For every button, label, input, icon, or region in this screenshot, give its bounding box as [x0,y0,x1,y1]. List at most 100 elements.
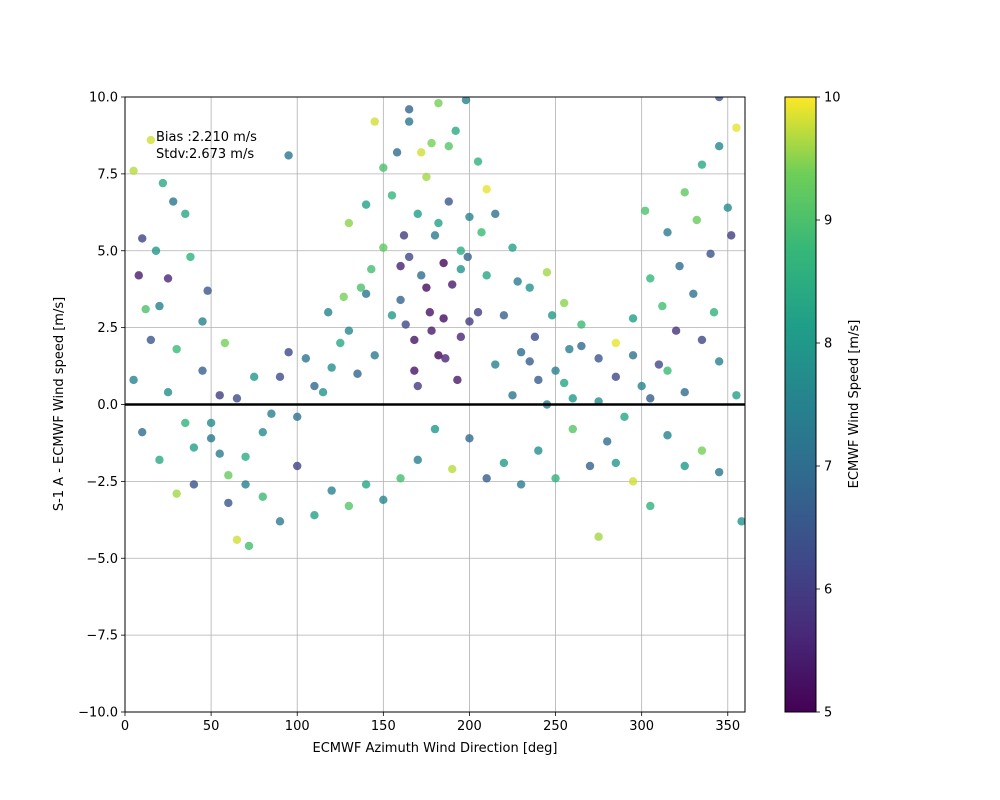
data-point [444,142,453,151]
data-point [542,268,552,277]
data-point [663,228,672,237]
data-point [547,311,557,320]
data-point [680,388,689,397]
data-point [379,243,388,252]
data-point [534,375,543,385]
data-point [232,394,242,403]
data-point [499,311,509,320]
data-point [456,332,466,342]
data-point [646,501,655,511]
data-point [224,471,233,480]
data-point [186,252,195,262]
data-point [206,434,216,443]
data-point [344,326,354,335]
data-point [284,348,293,357]
data-point [727,231,736,240]
data-point [410,366,419,375]
y-tick-label: 5.0 [97,244,118,259]
data-point [361,200,371,209]
data-point [267,409,276,418]
data-point [413,381,422,391]
data-point [434,98,443,108]
data-point [499,458,509,468]
data-point [203,286,212,295]
data-point [551,366,560,375]
data-point [241,480,250,489]
data-point [439,314,448,323]
data-point [155,301,164,311]
data-point [473,157,483,166]
colorbar-tick-label: 5 [824,706,832,721]
data-point [401,320,410,329]
data-point [427,138,436,148]
data-point [220,338,230,348]
data-point [439,258,448,268]
data-point [680,461,689,471]
data-point [453,375,462,385]
data-point [344,501,354,511]
data-point [181,209,190,219]
data-point [640,206,650,215]
data-point [215,391,224,400]
data-point [663,431,672,440]
data-point [473,308,483,317]
y-axis-label: S-1 A - ECMWF Wind speed [m/s] [52,297,67,511]
colorbar-ticks: 5 6 7 8 9 10 [816,91,841,721]
data-point [565,344,574,354]
data-point [404,105,414,114]
data-point [396,261,405,271]
data-point [430,424,440,434]
data-point [594,532,603,541]
data-point [680,188,689,197]
data-point [732,391,741,400]
colorbar-tick-label: 9 [824,214,832,229]
data-point [697,335,707,345]
data-point [318,388,328,397]
data-point [689,289,698,298]
data-point [646,274,655,283]
data-point [258,427,267,437]
data-point [232,535,242,544]
data-point [404,252,414,262]
data-point [477,228,486,237]
data-point [224,498,233,508]
data-point [422,283,431,292]
data-point [134,271,143,280]
data-point [551,474,560,483]
data-point [732,123,741,132]
data-point [244,541,254,551]
data-point [336,338,345,348]
data-point [158,178,168,188]
data-point [585,461,595,471]
data-point [482,271,491,280]
data-point [413,209,422,219]
data-point [361,289,371,298]
data-point [215,449,224,458]
data-point [637,381,646,391]
data-point [189,480,199,489]
data-point [396,474,405,483]
data-point [516,348,526,357]
data-point [628,477,638,486]
data-point [392,148,402,157]
data-point [198,317,207,326]
data-point [516,480,526,489]
data-point [396,295,405,305]
data-point [675,261,684,271]
data-point [163,388,173,397]
y-tick-label: 7.5 [97,167,118,182]
data-point [444,197,453,206]
data-point [422,172,431,182]
data-point [138,234,147,243]
x-tick-label: 200 [457,719,482,734]
data-point [356,283,366,292]
x-tick-label: 50 [203,719,220,734]
x-axis-label: ECMWF Azimuth Wind Direction [deg] [313,741,558,756]
data-point [417,271,426,280]
y-tick-label: 10.0 [89,91,118,106]
data-point [310,511,319,520]
data-point [327,363,336,372]
data-point [654,360,664,369]
data-point [172,489,181,498]
